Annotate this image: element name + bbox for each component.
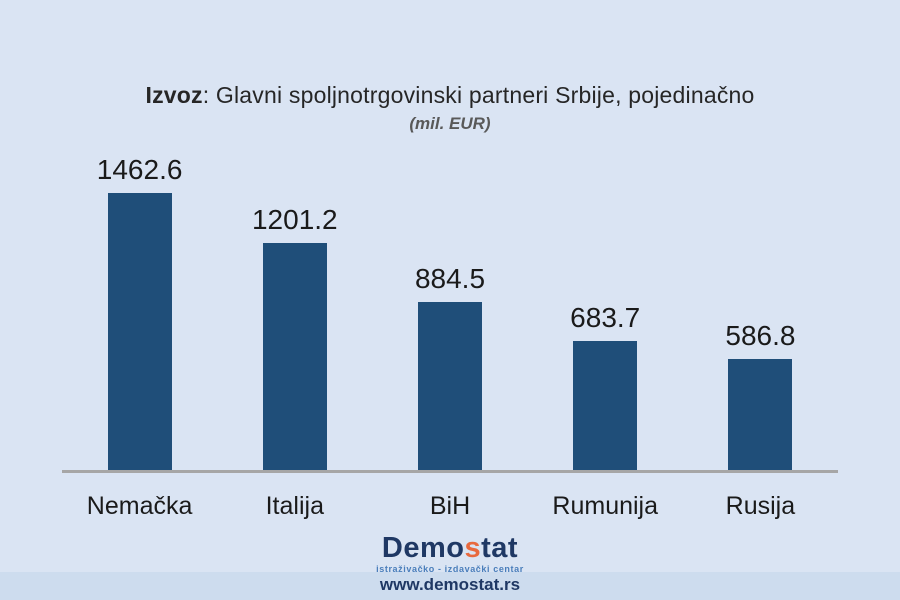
bar-rumunija bbox=[573, 341, 638, 470]
chart-title: Izvoz: Glavni spoljnotrgovinski partneri… bbox=[0, 82, 900, 109]
chart-title-bold: Izvoz bbox=[145, 82, 203, 108]
website-strip: www.demostat.rs bbox=[0, 572, 900, 600]
bar-group: 1462.6 bbox=[62, 150, 217, 470]
bar-group: 586.8 bbox=[683, 150, 838, 470]
demostat-wordmark: Demostat bbox=[0, 534, 900, 563]
bar-value-label: 884.5 bbox=[414, 263, 486, 294]
title-block: Izvoz: Glavni spoljnotrgovinski partneri… bbox=[0, 82, 900, 134]
category-label: Rumunija bbox=[552, 492, 659, 520]
bar-value-label: 1201.2 bbox=[251, 204, 338, 235]
logo-accent-letter: s bbox=[464, 532, 482, 564]
bar-italija bbox=[262, 243, 327, 470]
website-url: www.demostat.rs bbox=[379, 575, 521, 594]
x-axis-line bbox=[62, 470, 838, 473]
demostat-logo: Demostat istraživačko - izdavački centar bbox=[0, 534, 900, 574]
logo-tagline: istraživačko - izdavački centar bbox=[376, 564, 524, 574]
category-axis-labels: Nemačka Italija BiH Rumunija Rusija bbox=[62, 492, 838, 521]
logo-part1: Demo bbox=[381, 532, 465, 564]
chart-title-rest: : Glavni spoljnotrgovinski partneri Srbi… bbox=[202, 82, 755, 108]
bar-group: 683.7 bbox=[528, 150, 683, 470]
category-label: Italija bbox=[265, 492, 324, 520]
bar-group: 1201.2 bbox=[217, 150, 372, 470]
logo-part2: tat bbox=[481, 532, 519, 564]
bar-value-label: 1462.6 bbox=[96, 154, 183, 185]
bar-value-label: 586.8 bbox=[725, 320, 796, 351]
bar-bih bbox=[418, 302, 482, 470]
bar-nemacka bbox=[107, 193, 172, 470]
bar-group: 884.5 bbox=[372, 150, 527, 470]
plot-area: 1462.6 1201.2 884.5 683.7 586.8 bbox=[62, 150, 838, 470]
bar-rusija bbox=[728, 359, 793, 470]
chart-subtitle: (mil. EUR) bbox=[409, 114, 491, 133]
bar-value-label: 683.7 bbox=[570, 302, 641, 333]
category-label: BiH bbox=[429, 492, 471, 520]
category-label: Rusija bbox=[725, 492, 796, 520]
category-label: Nemačka bbox=[86, 492, 193, 520]
